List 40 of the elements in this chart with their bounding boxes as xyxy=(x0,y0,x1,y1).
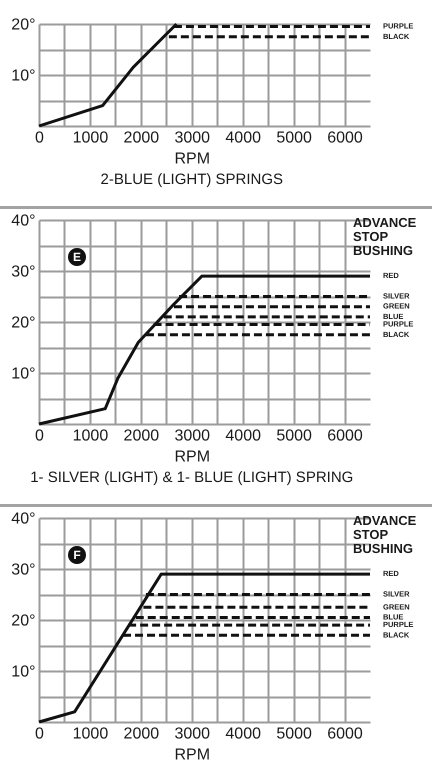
y-tick-label: 30° xyxy=(11,562,36,578)
x-tick-label: 6000 xyxy=(327,130,363,146)
x-tick-label: 0 xyxy=(35,726,44,742)
x-tick-label: 0 xyxy=(35,428,44,444)
legend-title: ADVANCE STOP BUSHING xyxy=(353,513,418,556)
x-axis-title: RPM xyxy=(174,746,210,764)
x-tick-label: 1000 xyxy=(72,130,108,146)
y-tick-label: 20° xyxy=(11,16,36,34)
x-tick-label: 5000 xyxy=(276,726,312,742)
y-tick-label: 30° xyxy=(11,264,36,280)
x-tick-label: 2000 xyxy=(124,130,160,146)
x-tick-label: 5000 xyxy=(276,130,312,146)
x-tick-label: 5000 xyxy=(276,428,312,444)
x-tick-label: 4000 xyxy=(225,130,262,146)
x-axis-title: RPM xyxy=(174,448,210,466)
text: 1- SILVER (LIGHT) & 1- BLUE (LIGHT) SPRING xyxy=(30,469,354,486)
x-tick-label: 0 xyxy=(35,130,44,146)
legend-title: ADVANCE STOP BUSHING xyxy=(353,215,418,258)
y-tick-label: 10° xyxy=(11,68,36,84)
y-tick-label: 10° xyxy=(11,366,36,382)
y-tick-label: 10° xyxy=(11,664,36,680)
x-tick-label: 3000 xyxy=(174,726,210,742)
y-tick-label: 20° xyxy=(11,314,36,332)
x-tick-label: 4000 xyxy=(225,726,262,742)
x-tick-label: 3000 xyxy=(174,130,210,146)
y-tick-label: 20° xyxy=(11,612,36,630)
annotation: F xyxy=(73,548,81,562)
x-tick-label: 2000 xyxy=(124,726,160,742)
x-tick-label: 1000 xyxy=(72,428,108,444)
annotation: E xyxy=(72,250,81,264)
x-tick-label: 1000 xyxy=(72,726,108,742)
x-tick-label: 2000 xyxy=(124,428,160,444)
x-tick-label: 4000 xyxy=(225,428,262,444)
y-tick-label: 40° xyxy=(11,510,36,528)
x-axis-title: RPM xyxy=(174,150,210,168)
x-tick-label: 6000 xyxy=(327,726,363,742)
x-tick-label: 3000 xyxy=(174,428,210,444)
x-tick-label: 6000 xyxy=(327,428,363,444)
y-tick-label: 40° xyxy=(11,212,36,230)
text: 2-BLUE (LIGHT) SPRINGS xyxy=(100,171,284,188)
